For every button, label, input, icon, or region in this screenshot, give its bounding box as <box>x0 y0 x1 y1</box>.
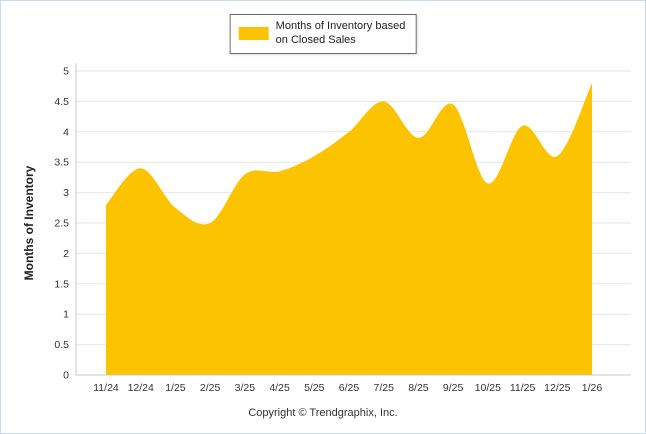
y-tick-label: 0.5 <box>54 339 69 351</box>
inventory-area-series <box>106 83 592 375</box>
y-tick-label: 4.5 <box>54 96 69 108</box>
legend-label-line1: Months of Inventory based <box>275 20 406 32</box>
legend-label: Months of Inventory based on Closed Sale… <box>276 20 406 48</box>
y-tick-label: 3.5 <box>54 157 69 169</box>
x-tick-label: 9/25 <box>443 382 464 394</box>
x-tick-label: 11/24 <box>93 382 119 394</box>
x-tick-label: 12/25 <box>544 382 570 394</box>
x-tick-label: 2/25 <box>200 382 221 394</box>
y-axis-title: Months of Inventory <box>22 165 36 281</box>
x-tick-label: 8/25 <box>408 382 429 394</box>
y-tick-label: 0 <box>63 370 69 382</box>
x-tick-label: 12/24 <box>128 382 154 394</box>
y-tick-label: 3 <box>63 187 69 199</box>
x-tick-label: 6/25 <box>339 382 360 394</box>
copyright-text: Copyright © Trendgraphix, Inc. <box>248 407 398 419</box>
legend-swatch-icon <box>238 27 269 41</box>
y-tick-label: 1.5 <box>54 278 69 290</box>
x-tick-label: 1/26 <box>582 382 603 394</box>
x-tick-label: 3/25 <box>235 382 256 394</box>
x-tick-label: 5/25 <box>304 382 325 394</box>
y-tick-label: 4 <box>63 126 69 138</box>
y-tick-label: 5 <box>63 66 69 78</box>
x-tick-label: 10/25 <box>475 382 501 394</box>
x-tick-label: 1/25 <box>165 382 186 394</box>
x-tick-label: 4/25 <box>269 382 290 394</box>
chart-legend: Months of Inventory based on Closed Sale… <box>229 14 417 54</box>
y-tick-label: 1 <box>63 309 69 321</box>
x-tick-label: 11/25 <box>510 382 536 394</box>
y-tick-label: 2.5 <box>54 218 69 230</box>
legend-label-line2: on Closed Sales <box>275 33 356 46</box>
y-tick-label: 2 <box>63 248 69 260</box>
x-tick-label: 7/25 <box>373 382 394 394</box>
